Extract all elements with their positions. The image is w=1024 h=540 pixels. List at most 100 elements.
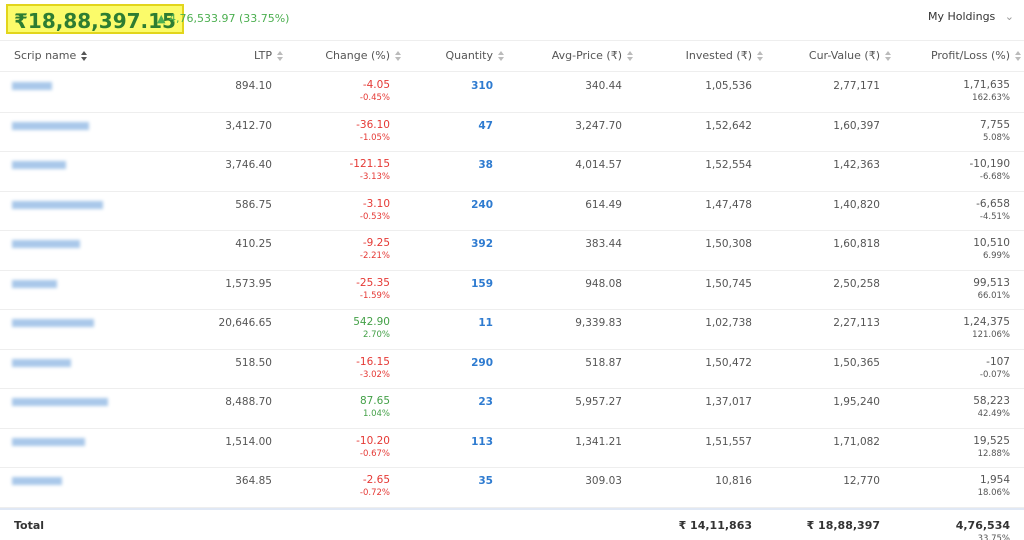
cell-change: -3.10 [362,197,390,210]
cell-cur-value: 2,27,113 [833,317,880,329]
cell-pnl-pct: -6.68% [979,172,1010,182]
cell-change: -16.15 [356,355,390,368]
cell-change-pct: -0.45% [359,93,390,103]
cell-invested: 1,50,745 [705,277,752,290]
cell-pnl-pct: 121.06% [972,330,1010,340]
cell-avg-price: 614.49 [585,198,622,211]
cell-quantity: 310 [471,80,493,92]
cell-pnl-pct: 5.08% [982,132,1010,143]
column-header[interactable]: Scrip name [14,49,88,62]
cell-avg-price: 948.08 [585,277,622,290]
sort-icon [627,50,633,61]
sort-icon [1015,50,1021,61]
column-header[interactable]: Invested (₹) [686,49,764,62]
cell-quantity: 392 [471,238,493,250]
cell-pnl: 1,24,375 [963,316,1010,328]
column-header[interactable]: Change (%) [325,49,402,62]
row-divider [0,467,1024,468]
cell-pnl: 7,755 [979,118,1010,131]
cell-pnl: -6,658 [976,197,1010,210]
cell-pnl: 19,525 [973,434,1010,447]
blurred-scrip-name [12,398,108,406]
cell-pnl-pct: 12.88% [977,448,1010,459]
cell-invested: 1,50,472 [705,356,752,369]
column-header[interactable]: LTP [254,49,284,62]
cell-quantity: 38 [478,159,493,171]
cell-pnl: 1,954 [979,474,1010,486]
cell-cur-value: 2,50,258 [833,277,880,290]
column-header[interactable]: Profit/Loss (%) [931,49,1022,62]
cell-pnl: 99,513 [973,276,1010,289]
footer-cur-value: ₹ 18,88,397 [806,518,880,532]
footer-invested: ₹ 14,11,863 [678,518,752,532]
row-divider [0,388,1024,389]
cell-change: -121.15 [349,158,390,170]
row-divider [0,348,1024,350]
divider [0,40,1024,41]
cell-ltp: 518.50 [235,356,272,369]
sort-icon [498,50,504,61]
column-header[interactable]: Cur-Value (₹) [809,49,892,62]
cell-avg-price: 9,339.83 [575,317,622,329]
cell-pnl-pct: 6.99% [982,251,1010,261]
cell-ltp: 894.10 [235,80,272,92]
cell-cur-value: 1,71,082 [833,435,880,448]
day-change-text: 4,76,533.97 (33.75%) [168,12,290,25]
cell-invested: 1,47,478 [705,198,752,211]
cell-pnl: 58,223 [973,395,1010,407]
column-title: Scrip name [14,49,77,62]
cell-avg-price: 340.44 [585,80,622,92]
cell-change-pct: 1.04% [362,409,390,419]
sort-icon [757,50,763,61]
cell-cur-value: 1,60,818 [833,238,880,250]
column-title: Invested (₹) [685,49,752,62]
cell-invested: 1,51,557 [705,435,752,448]
footer-divider [0,507,1024,510]
cell-pnl: 10,510 [973,237,1010,249]
cell-pnl-pct: 162.63% [972,93,1010,103]
cell-pnl-pct: 66.01% [977,290,1010,301]
cell-quantity: 240 [471,198,493,211]
blurred-scrip-name [12,437,85,446]
cell-cur-value: 1,40,820 [833,198,880,211]
blurred-scrip-name [12,319,94,327]
column-header[interactable]: Quantity [445,49,505,62]
cell-pnl-pct: -4.51% [979,211,1010,222]
cell-cur-value: 1,50,365 [833,356,880,369]
row-divider [0,427,1024,429]
cell-change: -10.20 [356,434,390,447]
total-value: ₹18,88,397.15 [6,4,184,34]
footer-pnl: 4,76,534 [955,518,1010,532]
cell-quantity: 35 [478,475,493,487]
cell-avg-price: 4,014.57 [575,159,622,171]
cell-pnl-pct: 42.49% [977,409,1010,419]
cell-avg-price: 383.44 [585,238,622,250]
cell-invested: 1,52,642 [705,119,752,132]
cell-change: -36.10 [356,118,390,131]
cell-cur-value: 1,42,363 [833,159,880,171]
blurred-scrip-name [12,121,89,130]
cell-avg-price: 518.87 [585,356,622,369]
column-header[interactable]: Avg-Price (₹) [552,49,634,62]
column-title: Avg-Price (₹) [551,49,622,62]
cell-pnl-pct: -0.07% [979,369,1010,380]
dropdown-caret: ⌄ [1004,10,1014,23]
column-title: Quantity [445,49,493,62]
cell-pnl: -107 [986,355,1010,368]
blurred-scrip-name [12,358,71,367]
sort-icon [885,50,891,61]
cell-change-pct: -1.05% [359,132,390,143]
cell-avg-price: 3,247.70 [575,119,622,132]
divider [0,71,1024,72]
cell-ltp: 586.75 [235,198,272,211]
cell-change: -4.05 [362,79,390,91]
view-dropdown[interactable]: My Holdings ⌄ [928,10,1014,23]
column-title: Cur-Value (₹) [808,49,880,62]
cell-change-pct: -0.67% [359,448,390,459]
row-divider [0,269,1024,271]
column-title: Change (%) [325,49,390,62]
column-title: LTP [254,49,272,62]
cell-quantity: 11 [478,317,493,329]
cell-change-pct: -3.02% [359,369,390,380]
